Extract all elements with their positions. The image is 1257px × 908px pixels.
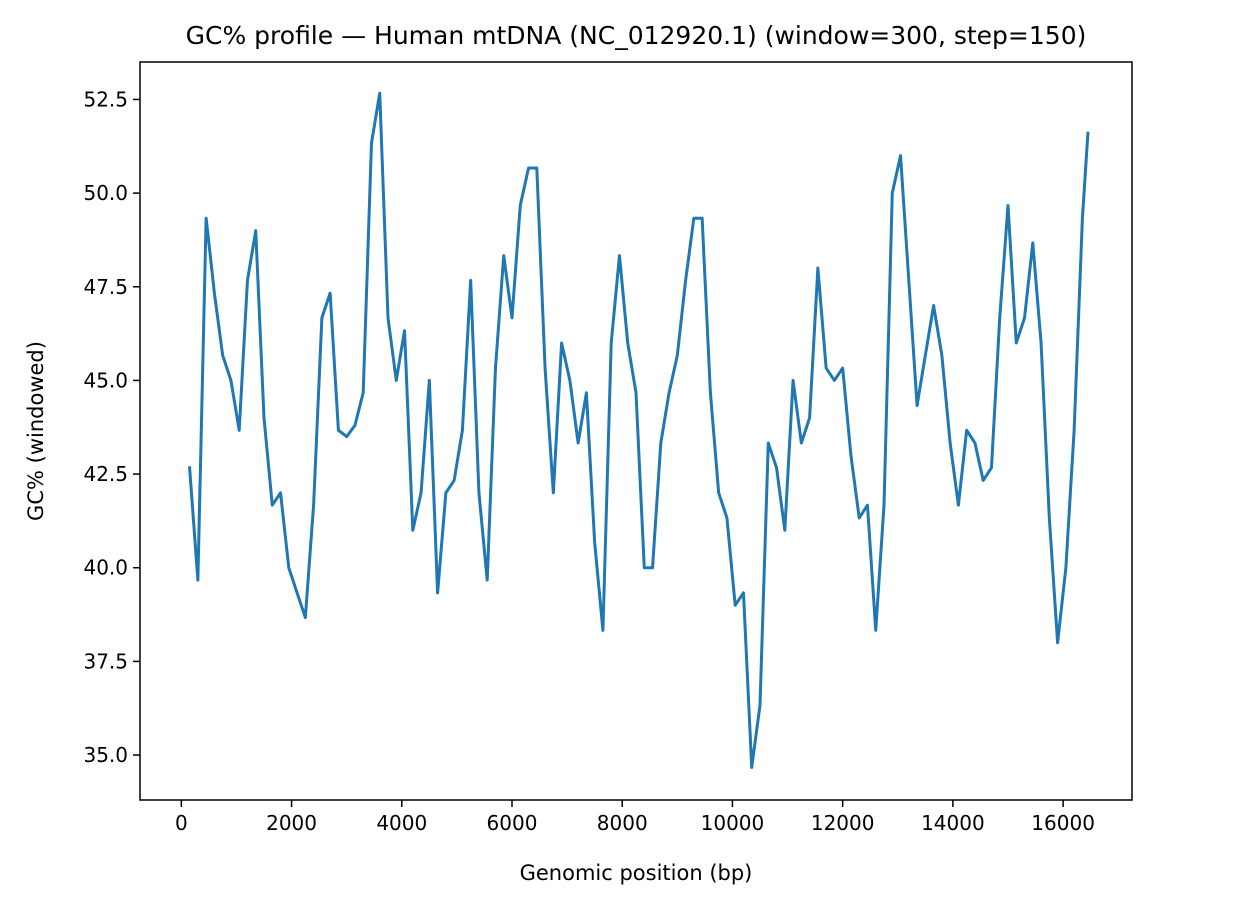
x-tick-label: 2000 (266, 811, 317, 835)
x-tick-label: 16000 (1031, 811, 1095, 835)
y-tick-label: 52.5 (83, 87, 128, 111)
y-tick-label: 35.0 (83, 743, 128, 767)
y-axis-ticks: 35.0 37.5 40.0 42.5 45.0 47.5 50.0 52.5 (83, 87, 140, 767)
y-tick-label: 50.0 (83, 181, 128, 205)
x-tick-label: 10000 (701, 811, 765, 835)
x-tick-label: 8000 (597, 811, 648, 835)
x-axis-ticks: 0 2000 4000 6000 8000 10000 12000 14000 16000 (175, 800, 1095, 835)
y-tick-label: 42.5 (83, 462, 128, 486)
x-tick-label: 12000 (811, 811, 875, 835)
y-tick-label: 45.0 (83, 368, 128, 392)
x-tick-label: 14000 (921, 811, 985, 835)
y-axis-label: GC% (windowed) (24, 341, 48, 521)
x-tick-label: 4000 (376, 811, 427, 835)
chart-title: GC% profile — Human mtDNA (NC_012920.1) … (186, 21, 1087, 50)
plot-frame (139, 61, 1133, 801)
y-tick-label: 40.0 (83, 556, 128, 580)
x-tick-label: 0 (175, 811, 188, 835)
plot-area (187, 91, 1090, 769)
y-tick-label: 47.5 (83, 275, 128, 299)
gc-series-line (187, 91, 1090, 769)
x-axis-label: Genomic position (bp) (520, 861, 753, 885)
y-tick-label: 37.5 (83, 649, 128, 673)
x-tick-label: 6000 (487, 811, 538, 835)
